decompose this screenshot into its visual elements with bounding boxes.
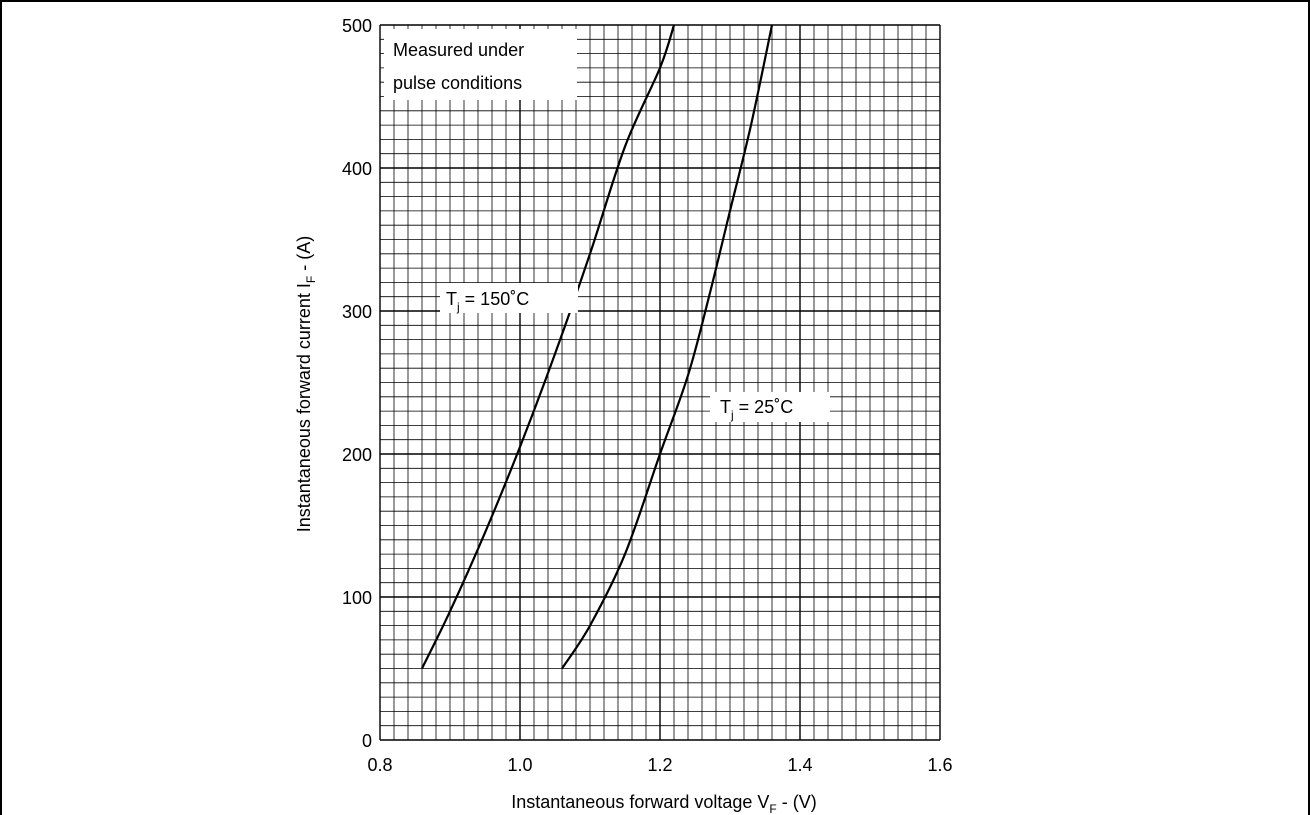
note-background — [384, 29, 577, 100]
x-axis-title-sub: F — [769, 802, 776, 815]
series-label-150-text: Tj = 150˚C — [446, 289, 529, 314]
y-axis-title-unit: - (A) — [294, 236, 314, 276]
series-label-25-sub: j — [730, 408, 734, 422]
series-label-25: Tj = 25˚C — [710, 392, 830, 422]
x-tick-label: 1.6 — [927, 755, 952, 775]
x-axis-title: Instantaneous forward voltage VF - (V) — [511, 792, 817, 815]
y-tick-label: 500 — [342, 16, 372, 36]
series-label-25-text: Tj = 25˚C — [720, 397, 793, 422]
curve-tj-25 — [561, 24, 774, 670]
y-tick-label: 0 — [362, 731, 372, 751]
grid — [379, 24, 941, 741]
series-label-25-main: T — [720, 397, 731, 417]
y-tick-label: 200 — [342, 445, 372, 465]
series-label-25-rest: = 25˚C — [734, 397, 794, 417]
note-line-1: Measured under — [393, 40, 524, 60]
x-axis-title-unit: - (V) — [777, 792, 817, 812]
y-tick-label: 400 — [342, 159, 372, 179]
series-label-150-rest: = 150˚C — [460, 289, 530, 309]
x-axis-title-main: Instantaneous forward voltage V — [511, 792, 769, 812]
note-line-2: pulse conditions — [393, 73, 522, 93]
series-label-150-sub: j — [456, 300, 460, 314]
x-tick-label: 1.4 — [787, 755, 812, 775]
tick-labels: 0.8 1.0 1.2 1.4 1.6 0 100 200 300 400 500 — [342, 16, 953, 775]
note-box: Measured under pulse conditions — [384, 29, 577, 100]
series-label-150: Tj = 150˚C — [440, 283, 578, 314]
y-tick-label: 100 — [342, 588, 372, 608]
y-tick-label: 300 — [342, 302, 372, 322]
x-tick-label: 1.2 — [647, 755, 672, 775]
series-label-150-background — [440, 283, 578, 313]
series-label-150-main: T — [446, 289, 457, 309]
x-tick-label: 1.0 — [507, 755, 532, 775]
curves — [421, 24, 774, 670]
y-axis-title-main: Instantaneous forward current I — [294, 283, 314, 532]
y-axis-title-sub: F — [304, 276, 318, 283]
curve-tj-150 — [421, 24, 676, 669]
series-label-25-background — [710, 392, 830, 422]
y-axis-title: Instantaneous forward current IF - (A) — [294, 236, 318, 532]
x-tick-label: 0.8 — [367, 755, 392, 775]
